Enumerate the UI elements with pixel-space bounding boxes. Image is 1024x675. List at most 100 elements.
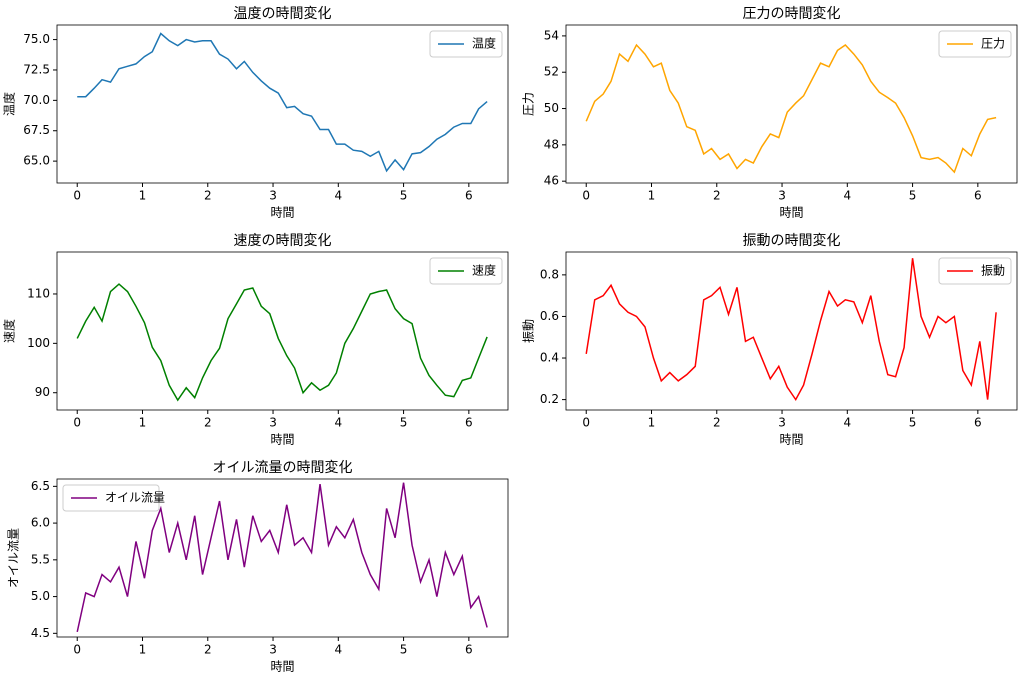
y-tick-label: 0.6	[540, 309, 559, 323]
axes-frame	[565, 251, 1018, 411]
x-tick-label: 0	[73, 416, 81, 430]
data-line	[77, 32, 488, 173]
legend: 振動	[938, 257, 1012, 285]
x-tick-label: 5	[909, 416, 917, 430]
y-tick-label: 0.8	[540, 267, 559, 281]
y-tick-label: 90	[35, 385, 50, 399]
x-tick-label: 5	[400, 189, 408, 203]
y-tick-label: 6.5	[31, 479, 50, 493]
x-tick-label: 6	[974, 416, 982, 430]
x-tick-label: 4	[843, 189, 851, 203]
x-tick-label: 2	[713, 189, 721, 203]
legend: オイル流量	[62, 484, 165, 512]
x-tick-label: 6	[465, 643, 473, 657]
axes-frame	[56, 478, 509, 638]
legend-box	[429, 30, 503, 58]
y-tick-label: 52	[544, 65, 559, 79]
x-tick-label: 5	[909, 189, 917, 203]
legend-box	[938, 257, 1012, 285]
x-tick-label: 2	[713, 416, 721, 430]
y-tick-label: 110	[27, 286, 50, 300]
x-tick-label: 4	[334, 643, 342, 657]
x-tick-label: 3	[269, 643, 277, 657]
legend-label: オイル流量	[105, 491, 165, 505]
y-tick-label: 46	[544, 174, 559, 188]
data-line	[585, 43, 997, 174]
axes-frame	[56, 24, 509, 184]
subplot-title: 圧力の時間変化	[743, 5, 841, 22]
data-line	[585, 258, 997, 402]
x-tick-label: 5	[400, 643, 408, 657]
legend: 温度	[429, 30, 503, 58]
y-tick-label: 48	[544, 137, 559, 151]
x-tick-label: 5	[400, 416, 408, 430]
x-axis-label: 時間	[270, 660, 294, 674]
x-tick-label: 2	[204, 189, 212, 203]
data-line	[76, 482, 488, 633]
legend: 速度	[429, 257, 503, 285]
x-tick-label: 1	[139, 416, 147, 430]
y-tick-label: 0.4	[540, 351, 559, 365]
y-tick-label: 72.5	[23, 62, 50, 76]
x-tick-label: 3	[778, 189, 786, 203]
legend-label: 振動	[981, 264, 1005, 278]
legend-box	[938, 30, 1012, 58]
legend-label: 速度	[472, 263, 496, 278]
x-tick-label: 6	[465, 189, 473, 203]
y-tick-label: 54	[544, 28, 559, 42]
y-tick-label: 0.2	[540, 392, 559, 406]
x-axis-label: 時間	[779, 206, 803, 220]
y-axis-label: 温度	[2, 92, 17, 116]
y-tick-label: 5.5	[31, 552, 50, 566]
x-tick-label: 4	[334, 189, 342, 203]
x-tick-label: 1	[139, 189, 147, 203]
legend-box	[429, 257, 503, 285]
y-tick-label: 75.0	[23, 32, 50, 46]
x-tick-label: 0	[582, 189, 590, 203]
x-tick-label: 1	[648, 416, 656, 430]
y-tick-label: 100	[27, 336, 50, 350]
x-tick-label: 6	[974, 189, 982, 203]
y-tick-label: 6.0	[31, 516, 50, 530]
y-axis-label: 圧力	[522, 92, 536, 116]
data-line	[76, 283, 488, 402]
x-tick-label: 2	[204, 416, 212, 430]
x-tick-label: 3	[269, 189, 277, 203]
subplot-title: 振動の時間変化	[743, 232, 841, 249]
legend: 圧力	[938, 30, 1012, 58]
y-axis-label: オイル流量	[7, 528, 21, 588]
x-tick-label: 4	[843, 416, 851, 430]
y-tick-label: 5.0	[31, 589, 50, 603]
legend-box	[62, 484, 160, 512]
y-axis-label: 振動	[522, 319, 536, 343]
y-tick-label: 50	[544, 101, 559, 115]
legend-label: 温度	[472, 36, 496, 51]
subplot-title: 温度の時間変化	[234, 5, 332, 22]
x-tick-label: 4	[334, 416, 342, 430]
x-axis-label: 時間	[270, 433, 294, 447]
x-tick-label: 1	[139, 643, 147, 657]
x-tick-label: 0	[582, 416, 590, 430]
x-tick-label: 0	[73, 643, 81, 657]
y-tick-label: 70.0	[23, 93, 50, 107]
x-tick-label: 3	[778, 416, 786, 430]
y-tick-label: 67.5	[23, 123, 50, 137]
x-tick-label: 2	[204, 643, 212, 657]
subplot-title: 速度の時間変化	[234, 232, 332, 249]
x-tick-label: 6	[465, 416, 473, 430]
legend-label: 圧力	[981, 37, 1005, 51]
axes-frame	[56, 251, 509, 411]
x-tick-label: 1	[648, 189, 656, 203]
y-tick-label: 65.0	[23, 154, 50, 168]
y-tick-label: 4.5	[31, 626, 50, 640]
x-tick-label: 3	[269, 416, 277, 430]
x-tick-label: 0	[73, 189, 81, 203]
y-axis-label: 速度	[2, 319, 17, 343]
